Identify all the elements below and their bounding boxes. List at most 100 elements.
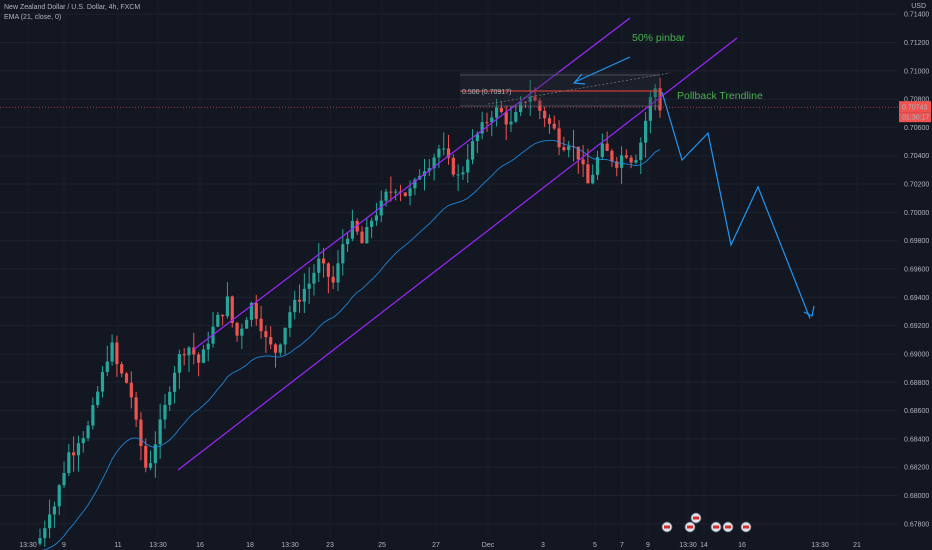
candle-body [586,164,590,184]
candle-body [134,397,138,420]
candle-body [115,342,119,365]
candle-body [307,283,311,289]
fib-label: 0.500 (0.70917) [462,89,511,96]
candle-body [619,155,624,168]
flag-stripe-icon [664,525,670,529]
ema-polyline [41,139,661,550]
candle-body [543,110,547,119]
candle-body [446,148,451,158]
candle-body [201,349,206,363]
candle-body [326,263,330,277]
candle-body [110,342,114,362]
candle-body [230,296,234,323]
flag-stripe-icon [713,525,719,529]
candle-body [557,128,561,148]
price-tick-label: 0.68400 [904,436,929,443]
time-tick-label: 13:30 [19,542,37,549]
candle-body [52,506,57,515]
candle-body [427,168,431,172]
time-tick-label: 16 [738,542,746,549]
time-tick-label: 7 [620,542,624,549]
candle-body [72,452,76,456]
candle-body [254,302,258,319]
candle-body [225,296,230,317]
candle-body [528,96,532,103]
price-tick-label: 0.69000 [904,351,929,358]
economic-events[interactable] [661,512,752,533]
candle-body [197,354,201,363]
candle-body [480,122,484,134]
candle-body [437,148,441,158]
candle-body [547,118,552,124]
candle-body [345,238,350,245]
candle-body [177,354,181,373]
candle-body [394,191,398,193]
candle-body [523,101,528,103]
candle-body [552,123,556,129]
flag-stripe-icon [687,525,693,529]
price-axis-bg [898,0,932,550]
candle-body [259,318,263,332]
candle-body [158,419,162,445]
candle-body [235,322,239,336]
candle-body [76,443,81,456]
candle-body [504,112,508,125]
candle-body [567,146,571,151]
candle-body [451,157,455,175]
ema-line [41,139,661,550]
time-axis[interactable]: 13:30 9 11 13:30 16 18 13:30 23 25 27 Dec 3 5 7 9 13:30… [19,542,861,549]
candle-body [499,107,503,113]
time-tick-label: 13:30 [811,542,829,549]
candle-body [283,327,287,345]
fib-box[interactable]: 0.500 (0.70917) [460,72,671,107]
candle-body [38,538,42,544]
projection-path[interactable] [661,91,815,319]
grid [0,13,898,525]
time-tick-label: Dec [482,542,495,549]
candle-body [336,263,340,283]
candle-body [384,191,388,201]
candle-body [43,528,47,539]
candle-body [413,179,417,189]
price-tick-label: 0.71000 [904,68,929,75]
candle-body [293,299,297,313]
candle-body [278,344,282,353]
price-tick-label: 0.70200 [904,182,929,189]
candle-body [408,188,412,196]
candle-body [643,120,648,143]
time-tick-label: 13:30 [149,542,167,549]
candle-body [576,146,580,160]
candle-body [442,148,446,150]
price-tick-label: 0.68200 [904,465,929,472]
candle-body [172,372,177,392]
symbol-title[interactable]: New Zealand Dollar / U.S. Dollar, 4h, FX… [4,4,141,11]
price-tick-label: 0.68800 [904,380,929,387]
candle-body [163,404,167,420]
candle-body [148,463,153,468]
candle-body [562,147,566,151]
candle-body [144,446,148,468]
channel[interactable] [177,17,738,471]
price-tick-label: 0.69200 [904,323,929,330]
candle-body [312,272,316,284]
price-tick-label: 0.70800 [904,97,929,104]
candle-body [595,157,600,175]
indicator-title[interactable]: EMA (21, close, 0) [4,14,62,21]
candle-body [494,107,499,118]
candle-body [581,159,585,165]
candle-body [48,514,52,529]
candle-body [374,215,379,221]
annotations[interactable]: 50% pinbar Pollback Trendline [572,32,763,102]
candle-body [461,172,465,175]
price-tick-label: 0.70400 [904,153,929,160]
candle-body [360,231,364,244]
candle-body [96,391,100,406]
candle-body [168,391,172,405]
candle-body [615,161,619,168]
projection-arrowhead [803,305,815,317]
candle-body [365,226,369,244]
pinbar-arrow [574,56,631,83]
time-tick-label: 9 [646,542,650,549]
